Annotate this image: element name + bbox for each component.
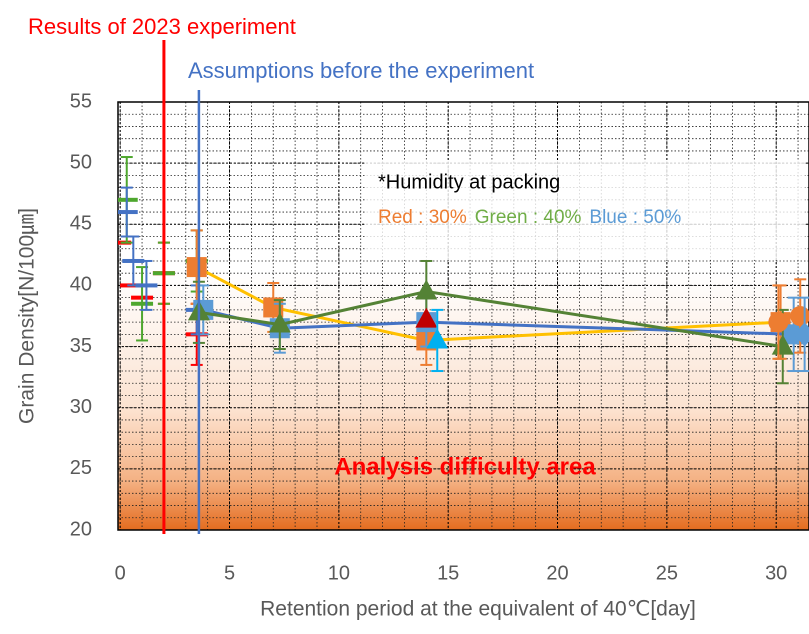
y-tick-label: 20 <box>70 518 92 540</box>
x-tick-label: 10 <box>328 562 350 584</box>
marker <box>426 328 449 349</box>
note-box <box>365 160 805 260</box>
area-label: Analysis difficulty area <box>334 453 596 480</box>
y-tick-label: 50 <box>70 151 92 173</box>
y-tick-label: 45 <box>70 213 92 235</box>
y-axis-label: Grain Density[N/100㎛] <box>16 208 40 424</box>
y-tick-label: 25 <box>70 457 92 479</box>
x-tick-label: 15 <box>437 562 459 584</box>
y-tick-label: 35 <box>70 335 92 357</box>
series-line <box>198 290 783 349</box>
plot-frame <box>117 101 809 531</box>
note-items: Red : 30% Green : 40% Blue : 50% <box>378 207 681 228</box>
y-tick-label: 55 <box>70 90 92 112</box>
x-tick-label: 25 <box>656 562 678 584</box>
x-tick-label: 20 <box>546 562 568 584</box>
marker <box>771 334 794 355</box>
marker <box>122 258 145 263</box>
note-item: Blue : 50% <box>589 207 681 228</box>
marker <box>131 301 154 306</box>
y-tick-label: 40 <box>70 274 92 296</box>
marker <box>135 283 158 288</box>
marker <box>263 297 284 318</box>
marker <box>268 312 291 333</box>
x-tick-label: 0 <box>115 562 126 584</box>
title: Results of 2023 experiment <box>28 14 296 39</box>
marker <box>415 307 438 328</box>
marker <box>186 257 207 278</box>
marker <box>793 322 809 347</box>
subtitle: Assumptions before the experiment <box>188 58 534 83</box>
marker <box>768 312 789 333</box>
x-tick-label: 5 <box>224 562 235 584</box>
note-item: Red : 30% <box>378 207 467 228</box>
y-tick-label: 30 <box>70 396 92 418</box>
marker <box>118 197 138 202</box>
marker <box>415 279 438 300</box>
note-heading: *Humidity at packing <box>378 171 560 193</box>
x-axis-label: Retention period at the equivalent of 40… <box>260 598 696 621</box>
note-item: Green : 40% <box>475 207 582 228</box>
x-tick-label: 30 <box>765 562 787 584</box>
marker <box>118 210 138 215</box>
